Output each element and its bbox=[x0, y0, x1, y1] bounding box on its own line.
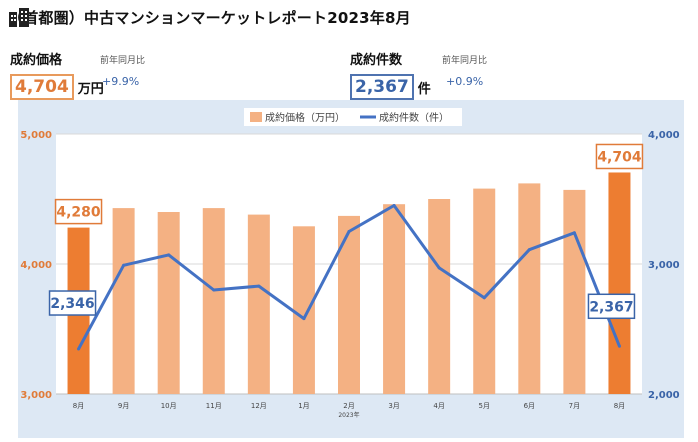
count-point bbox=[482, 296, 486, 300]
kpi-count-value: 2,367 bbox=[350, 74, 414, 100]
x-tick-label: 7月 bbox=[569, 402, 580, 410]
count-point bbox=[302, 317, 306, 321]
annotation-box bbox=[48, 290, 97, 316]
x-tick-label: 5月 bbox=[478, 402, 489, 410]
count-point bbox=[392, 204, 396, 207]
legend-label-price: 成約価格（万円） bbox=[265, 111, 345, 124]
kpi-price: 成約価格 前年同月比 4,704 万円 +9.9% bbox=[10, 49, 200, 100]
count-point bbox=[527, 248, 531, 252]
count-point bbox=[167, 253, 171, 257]
annotation-label: 2,346 bbox=[50, 296, 94, 312]
x-tick-label: 10月 bbox=[161, 402, 177, 410]
x-tick-label: 2月 bbox=[343, 402, 354, 410]
bar bbox=[112, 208, 135, 394]
kpi-count: 成約件数 前年同月比 2,367 件 +0.9% bbox=[350, 49, 540, 100]
building-icon bbox=[9, 8, 29, 27]
count-point bbox=[212, 288, 216, 292]
count-point bbox=[122, 263, 126, 267]
left-axis-tick: 5,000 bbox=[20, 130, 52, 141]
kpi-price-label: 成約価格 bbox=[10, 53, 63, 68]
legend-swatch-bar bbox=[250, 112, 262, 122]
x-tick-label: 9月 bbox=[118, 402, 129, 410]
x-tick-label: 1月 bbox=[298, 402, 309, 410]
bar bbox=[518, 183, 541, 394]
count-point bbox=[257, 284, 261, 288]
x-tick-label: 8月 bbox=[614, 402, 625, 410]
count-point bbox=[347, 230, 351, 233]
x-tick-label: 12月 bbox=[251, 402, 267, 410]
right-axis-tick: 3,000 bbox=[648, 260, 680, 271]
bar bbox=[292, 226, 315, 394]
page-header: （首都圏）中古マンションマーケットレポート2023年8月 bbox=[8, 7, 411, 28]
legend-label-count: 成約件数（件） bbox=[379, 111, 449, 124]
right-axis-tick: 2,000 bbox=[648, 390, 680, 401]
kpi-price-value: 4,704 bbox=[10, 74, 74, 100]
chart-area: 3,000 4,000 5,000 2,000 3,000 4,000 8月 9月 10月 11月… bbox=[18, 100, 684, 438]
count-point bbox=[617, 344, 621, 348]
annotation-box bbox=[54, 198, 103, 225]
kpi-price-change: +9.9% bbox=[102, 75, 140, 88]
x-tick-label: 6月 bbox=[524, 402, 535, 410]
count-point bbox=[437, 266, 441, 270]
x-tick-label: 3月 bbox=[388, 402, 399, 410]
bar bbox=[473, 188, 496, 394]
bar bbox=[338, 215, 360, 394]
bar bbox=[157, 212, 180, 394]
left-axis-tick: 4,000 bbox=[20, 260, 52, 271]
right-axis-tick: 4,000 bbox=[648, 130, 680, 141]
kpi-count-sub: 前年同月比 bbox=[442, 56, 488, 66]
bar bbox=[608, 172, 631, 394]
x-year-label: 2023年 bbox=[338, 411, 359, 419]
kpi-count-unit: 件 bbox=[417, 81, 431, 97]
annotation-label: 4,280 bbox=[56, 205, 101, 221]
combo-chart: 3,000 4,000 5,000 2,000 3,000 4,000 8月 9月 10月 11月… bbox=[20, 108, 680, 419]
annotation-label: 2,367 bbox=[589, 299, 633, 315]
x-tick-label: 11月 bbox=[206, 402, 222, 410]
kpi-price-unit: 万円 bbox=[77, 81, 104, 97]
bar bbox=[383, 204, 406, 394]
count-point bbox=[77, 347, 81, 351]
kpi-count-label: 成約件数 bbox=[350, 53, 403, 68]
bar bbox=[563, 189, 586, 394]
bar bbox=[428, 199, 451, 394]
annotation-label: 4,704 bbox=[597, 149, 642, 165]
bar bbox=[247, 214, 270, 394]
x-tick-label: 8月 bbox=[73, 402, 84, 410]
left-axis-tick: 3,000 bbox=[20, 390, 52, 401]
count-point bbox=[572, 231, 576, 235]
kpi-count-change: +0.9% bbox=[446, 75, 484, 88]
kpi-price-sub: 前年同月比 bbox=[100, 56, 146, 66]
x-tick-label: 4月 bbox=[433, 402, 444, 410]
page-title: （首都圏）中古マンションマーケットレポート2023年8月 bbox=[8, 9, 411, 27]
annotation-box bbox=[587, 293, 636, 320]
legend-box bbox=[244, 108, 462, 126]
bar bbox=[202, 208, 225, 394]
annotation-box bbox=[595, 143, 644, 170]
